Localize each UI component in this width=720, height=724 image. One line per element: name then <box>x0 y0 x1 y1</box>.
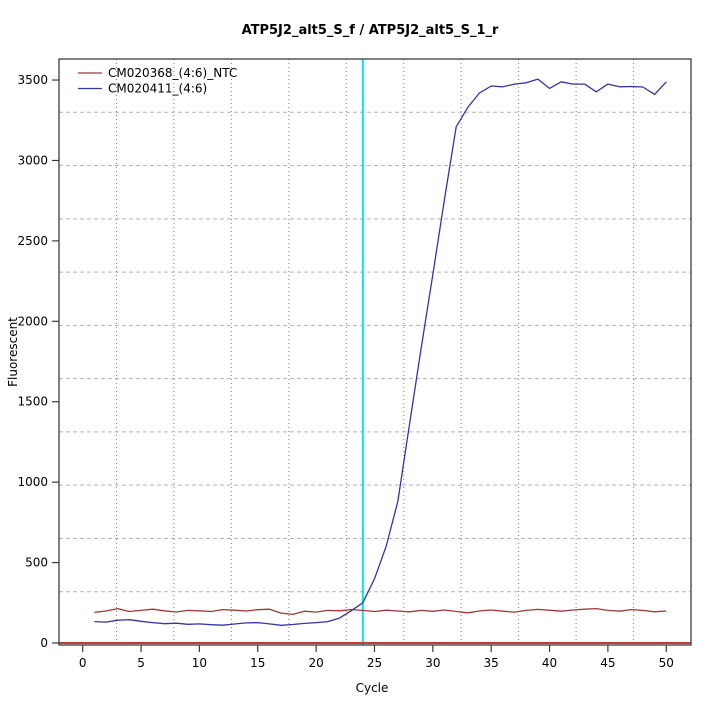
grid-layer <box>59 59 691 645</box>
x-tick-label: 15 <box>250 656 265 670</box>
y-tick-label: 3000 <box>17 153 48 167</box>
x-axis-title: Cycle <box>356 681 389 695</box>
y-tick-label: 2000 <box>17 314 48 328</box>
series-curve-1 <box>94 78 667 626</box>
legend-label: CM020368_(4:6)_NTC <box>108 66 237 80</box>
x-tick-label: 40 <box>542 656 557 670</box>
x-tick-label: 10 <box>192 656 207 670</box>
x-tick-label: 5 <box>137 656 145 670</box>
x-tick-label: 20 <box>308 656 323 670</box>
x-tick-label: 50 <box>659 656 674 670</box>
y-tick-label: 0 <box>40 636 48 650</box>
y-tick-label: 500 <box>25 556 48 570</box>
x-tick-label: 35 <box>484 656 499 670</box>
chart-title: ATP5J2_alt5_S_f / ATP5J2_alt5_S_1_r <box>242 23 499 38</box>
axis-ticks-layer: 0 5 10 15 20 25 30 35 40 45 5005001000150020002500… <box>17 73 673 670</box>
legend: CM020368_(4:6)_NTC CM020411_(4:6) <box>78 66 237 96</box>
series-curve-0 <box>94 607 667 616</box>
x-tick-label: 25 <box>367 656 382 670</box>
y-tick-label: 1000 <box>17 475 48 489</box>
series-layer <box>94 78 667 626</box>
x-tick-label: 30 <box>425 656 440 670</box>
y-tick-label: 2500 <box>17 234 48 248</box>
y-axis-title: Fluorescent <box>6 317 20 387</box>
y-tick-label: 1500 <box>17 395 48 409</box>
legend-label: CM020411_(4:6) <box>108 82 207 96</box>
x-tick-label: 45 <box>600 656 615 670</box>
y-tick-label: 3500 <box>17 73 48 87</box>
x-tick-label: 0 <box>79 656 87 670</box>
